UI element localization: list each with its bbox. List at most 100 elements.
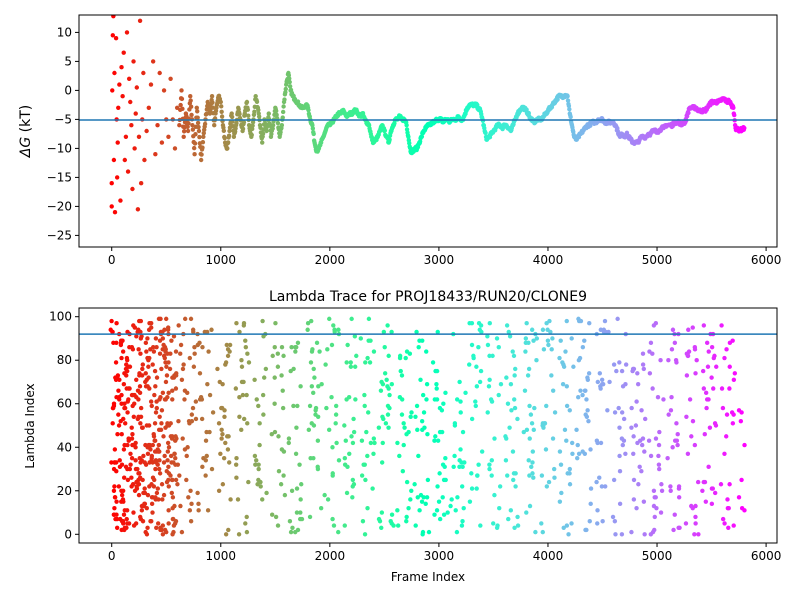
lambda-point — [178, 503, 183, 509]
lambda-point — [424, 397, 429, 402]
lambda-point — [442, 464, 447, 470]
lambda-point — [127, 466, 133, 472]
lambda-point — [286, 436, 292, 441]
lambda-point — [437, 471, 442, 476]
lambda-point — [546, 479, 552, 485]
lambda-point — [290, 525, 295, 530]
lambda-point — [452, 453, 457, 459]
lambda-point — [348, 360, 353, 365]
lambda-point — [551, 466, 557, 472]
lambda-point — [670, 445, 675, 450]
lambda-point — [650, 386, 655, 391]
lambda-point — [113, 360, 119, 365]
lambda-point — [506, 329, 511, 335]
lambda-point — [257, 442, 262, 448]
lambda-point — [244, 392, 249, 398]
bottom-y-tick-label: 80 — [57, 353, 72, 367]
top-x-tick-label: 1000 — [206, 253, 237, 267]
lambda-point — [722, 355, 727, 361]
lambda-point — [159, 366, 164, 372]
lambda-point — [149, 453, 155, 459]
lambda-point — [333, 421, 338, 426]
delta-g-point — [116, 105, 121, 111]
lambda-point — [685, 451, 691, 456]
lambda-point — [736, 495, 742, 500]
lambda-point — [112, 505, 117, 511]
lambda-point — [700, 368, 706, 374]
lambda-point — [550, 388, 556, 393]
lambda-point — [408, 414, 413, 419]
lambda-point — [343, 438, 348, 443]
lambda-point — [153, 410, 159, 415]
delta-g-point — [280, 115, 285, 120]
lambda-point — [179, 377, 185, 383]
lambda-point — [672, 340, 678, 346]
lambda-point — [243, 344, 249, 350]
delta-g-point — [229, 114, 235, 120]
lambda-point — [588, 447, 593, 452]
lambda-point — [191, 364, 197, 369]
lambda-point — [531, 475, 536, 480]
delta-g-point — [229, 111, 234, 116]
lambda-point — [526, 340, 531, 346]
lambda-point — [529, 421, 535, 426]
lambda-point — [582, 451, 588, 456]
lambda-point — [157, 449, 162, 454]
lambda-point — [366, 316, 372, 322]
lambda-point — [474, 486, 479, 491]
lambda-point — [144, 349, 149, 354]
lambda-point — [395, 440, 400, 446]
lambda-point — [241, 323, 247, 328]
lambda-point — [187, 508, 193, 513]
lambda-point — [434, 368, 440, 374]
lambda-point — [441, 401, 446, 406]
lambda-point — [362, 532, 368, 537]
delta-g-point — [218, 99, 223, 105]
bottom-y-tick-label: 100 — [49, 310, 72, 324]
lambda-point — [522, 388, 528, 393]
delta-g-point — [142, 157, 147, 163]
delta-g-point — [201, 134, 206, 139]
lambda-point — [631, 366, 637, 372]
bottom-x-tick-label: 3000 — [424, 549, 455, 563]
lambda-point — [156, 497, 161, 502]
lambda-point — [436, 499, 442, 504]
lambda-point — [293, 349, 298, 354]
lambda-point — [694, 358, 699, 363]
delta-g-point — [168, 76, 173, 82]
lambda-point — [142, 460, 147, 465]
top-x-tick-label: 0 — [108, 253, 116, 267]
lambda-point — [462, 460, 467, 465]
lambda-point — [160, 336, 166, 341]
top-axes-frame — [78, 14, 778, 248]
lambda-point — [192, 351, 197, 356]
lambda-point — [350, 477, 356, 483]
lambda-point — [291, 366, 296, 372]
delta-g-point — [188, 98, 193, 103]
lambda-point — [159, 421, 164, 426]
delta-g-point — [123, 134, 129, 139]
delta-g-point — [406, 134, 411, 139]
lambda-point — [527, 503, 533, 509]
bottom-axes-frame — [78, 307, 778, 544]
lambda-point — [631, 477, 637, 483]
lambda-point — [323, 362, 328, 367]
lambda-point — [658, 510, 664, 515]
lambda-point — [651, 488, 657, 493]
lambda-point — [704, 405, 709, 411]
lambda-point — [282, 492, 288, 498]
delta-g-point — [249, 132, 254, 138]
lambda-point — [523, 336, 529, 341]
lambda-point — [193, 416, 199, 422]
lambda-point — [155, 521, 161, 526]
lambda-point — [322, 492, 327, 498]
lambda-point — [130, 482, 136, 487]
lambda-point — [422, 425, 427, 430]
lambda-point — [286, 440, 291, 446]
lambda-point — [515, 523, 521, 528]
lambda-point — [131, 414, 137, 419]
lambda-point — [144, 505, 150, 511]
lambda-point — [443, 455, 448, 461]
lambda-point — [185, 390, 190, 396]
lambda-point — [693, 371, 698, 376]
